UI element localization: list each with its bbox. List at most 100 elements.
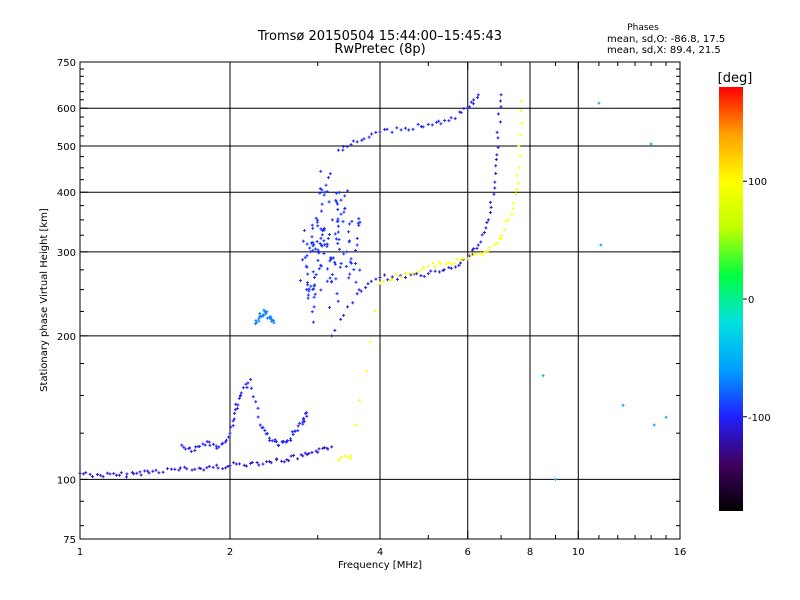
- data-point: [469, 253, 473, 257]
- data-point: [343, 454, 347, 458]
- data-point: [364, 286, 368, 290]
- data-point: [362, 137, 366, 141]
- data-point: [215, 446, 219, 450]
- data-point: [403, 126, 407, 130]
- data-point: [306, 293, 310, 297]
- data-point: [422, 274, 426, 278]
- data-point: [261, 313, 265, 317]
- data-point: [499, 105, 503, 109]
- data-point: [298, 421, 302, 425]
- data-point: [492, 192, 496, 196]
- data-point: [346, 455, 350, 459]
- data-point: [320, 202, 324, 206]
- data-point: [317, 447, 321, 451]
- data-point: [494, 172, 498, 176]
- data-point: [343, 206, 347, 210]
- data-point: [390, 130, 394, 134]
- data-point: [236, 403, 240, 407]
- data-point: [337, 191, 341, 195]
- data-point: [338, 247, 342, 251]
- data-point: [125, 472, 129, 476]
- data-point: [254, 321, 258, 325]
- data-point: [264, 312, 268, 316]
- data-point: [316, 248, 320, 252]
- data-point: [239, 393, 243, 397]
- data-point: [358, 398, 362, 402]
- data-point: [303, 451, 307, 455]
- colorbar-tick-label: 0: [748, 295, 754, 306]
- data-point: [336, 224, 340, 228]
- data-point: [495, 153, 499, 157]
- data-point: [461, 257, 465, 261]
- data-point: [541, 374, 545, 378]
- data-point: [349, 143, 353, 147]
- data-point: [488, 211, 492, 215]
- data-point: [256, 406, 260, 410]
- data-point: [299, 453, 303, 457]
- data-point: [331, 256, 335, 260]
- data-point: [422, 265, 426, 269]
- data-point: [330, 334, 334, 338]
- data-point: [335, 219, 339, 223]
- data-point: [518, 133, 522, 137]
- data-point: [358, 268, 362, 272]
- x-tick-label: 4: [377, 547, 383, 558]
- data-point: [449, 262, 453, 266]
- data-point: [202, 468, 206, 472]
- data-point: [280, 459, 284, 463]
- data-point: [334, 237, 338, 241]
- data-point: [223, 440, 227, 444]
- data-point: [312, 275, 316, 279]
- x-tick-label: 1: [77, 547, 83, 558]
- data-point: [249, 377, 253, 381]
- data-point: [249, 386, 253, 390]
- data-point: [411, 127, 415, 131]
- data-point: [303, 256, 307, 260]
- data-point: [455, 257, 459, 261]
- data-point: [317, 251, 321, 255]
- data-point: [90, 475, 94, 479]
- data-point: [289, 437, 293, 441]
- data-point: [449, 116, 453, 120]
- data-point: [308, 246, 312, 250]
- data-point: [180, 443, 184, 447]
- data-point: [420, 268, 424, 272]
- data-point: [462, 107, 466, 111]
- data-point: [285, 439, 289, 443]
- data-point: [185, 467, 189, 471]
- data-point: [475, 246, 479, 250]
- data-point: [173, 467, 177, 471]
- data-point: [296, 424, 300, 428]
- data-point: [341, 220, 345, 224]
- data-point: [237, 396, 241, 400]
- data-point: [347, 230, 351, 234]
- data-point: [254, 319, 258, 323]
- data-point: [319, 169, 323, 173]
- data-point: [298, 279, 302, 283]
- data-point: [416, 270, 420, 274]
- data-point: [356, 221, 360, 225]
- data-point: [165, 467, 169, 471]
- y-tick-label: 500: [57, 142, 76, 153]
- data-point: [437, 260, 441, 264]
- data-point: [235, 406, 239, 410]
- data-point: [357, 217, 361, 221]
- data-point: [443, 119, 447, 123]
- data-point: [305, 453, 309, 457]
- data-point: [326, 267, 330, 271]
- data-point: [292, 453, 296, 457]
- data-point: [229, 425, 233, 429]
- data-point: [407, 128, 411, 132]
- data-point: [336, 217, 340, 221]
- x-tick-label: 6: [465, 547, 471, 558]
- data-point: [381, 279, 385, 283]
- data-point: [314, 273, 318, 277]
- data-point: [485, 220, 489, 224]
- data-point: [312, 305, 316, 309]
- data-point: [207, 440, 211, 444]
- data-point: [346, 305, 350, 309]
- data-point: [254, 400, 258, 404]
- data-point: [476, 243, 480, 247]
- data-point: [353, 261, 357, 265]
- data-point: [308, 250, 312, 254]
